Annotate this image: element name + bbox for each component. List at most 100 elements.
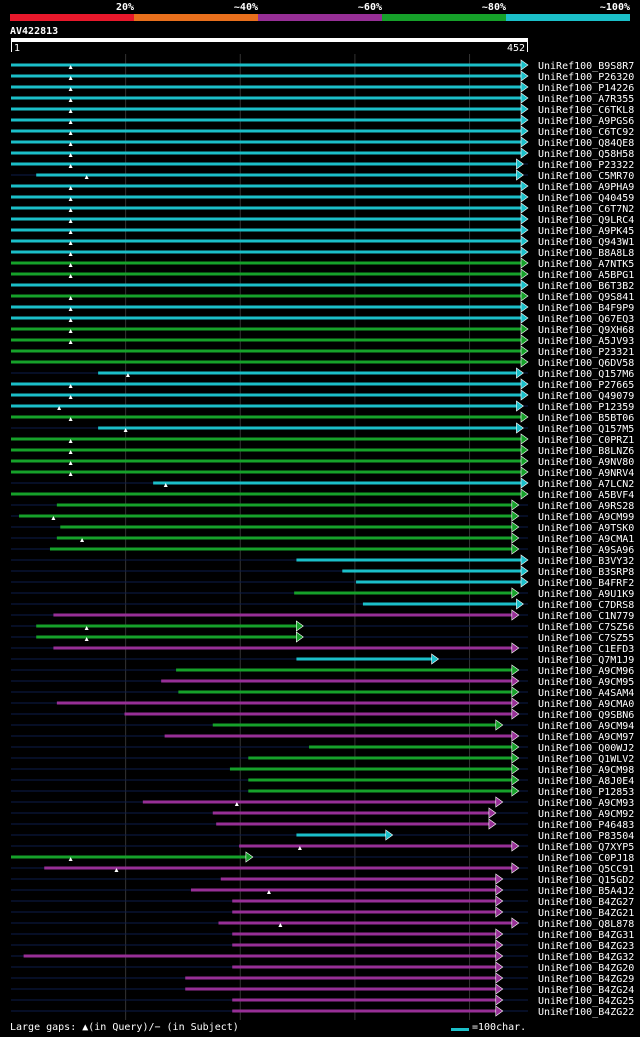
- hit-row[interactable]: UniRef100_B4ZG20: [11, 961, 634, 974]
- hit-row[interactable]: UniRef100_Q84QE8: [11, 136, 634, 149]
- hit-row[interactable]: UniRef100_B5BT06: [11, 411, 634, 424]
- hit-row[interactable]: UniRef100_B4ZG22: [11, 1005, 634, 1018]
- hit-label[interactable]: UniRef100_P23321: [538, 347, 634, 358]
- hit-row[interactable]: UniRef100_A5BVF4: [11, 488, 634, 501]
- hit-label[interactable]: UniRef100_A9CMA0: [538, 699, 634, 710]
- hit-label[interactable]: UniRef100_Q6DV58: [538, 358, 634, 369]
- hit-row[interactable]: UniRef100_B4ZG25: [11, 994, 634, 1007]
- hit-row[interactable]: UniRef100_Q49079: [11, 389, 634, 402]
- hit-label[interactable]: UniRef100_B4ZG31: [538, 930, 634, 941]
- hit-row[interactable]: UniRef100_Q67EQ3: [11, 312, 634, 325]
- hit-row[interactable]: UniRef100_Q157M6: [11, 367, 634, 380]
- hit-label[interactable]: UniRef100_Q40459: [538, 193, 634, 204]
- hit-label[interactable]: UniRef100_A5JV93: [538, 336, 634, 347]
- hit-label[interactable]: UniRef100_A9CM98: [538, 765, 634, 776]
- hit-row[interactable]: UniRef100_Q40459: [11, 191, 634, 204]
- hit-label[interactable]: UniRef100_B3VY32: [538, 556, 634, 567]
- hit-row[interactable]: UniRef100_A9CM93: [11, 796, 634, 809]
- hit-label[interactable]: UniRef100_A9PGS6: [538, 116, 634, 127]
- hit-label[interactable]: UniRef100_C0PJ18: [538, 853, 634, 864]
- hit-label[interactable]: UniRef100_A8J0E4: [538, 776, 634, 787]
- hit-label[interactable]: UniRef100_Q58H58: [538, 149, 634, 160]
- hit-row[interactable]: UniRef100_Q157M5: [11, 422, 634, 435]
- hit-label[interactable]: UniRef100_Q157M5: [538, 424, 634, 435]
- hit-row[interactable]: UniRef100_P12359: [11, 400, 634, 413]
- hit-row[interactable]: UniRef100_Q9S841: [11, 290, 634, 303]
- hit-row[interactable]: UniRef100_B8LNZ6: [11, 444, 634, 457]
- hit-row[interactable]: UniRef100_B3VY32: [11, 554, 634, 567]
- hit-row[interactable]: UniRef100_A5BPG1: [11, 268, 634, 281]
- hit-row[interactable]: UniRef100_B4ZG23: [11, 939, 634, 952]
- hit-label[interactable]: UniRef100_B9S8R7: [538, 61, 634, 72]
- hit-row[interactable]: UniRef100_B4ZG27: [11, 895, 634, 908]
- hit-row[interactable]: UniRef100_Q15GD2: [11, 873, 634, 886]
- hit-label[interactable]: UniRef100_P46483: [538, 820, 634, 831]
- hit-row[interactable]: UniRef100_A9CM96: [11, 664, 634, 677]
- hit-row[interactable]: UniRef100_A8J0E4: [11, 774, 634, 787]
- hit-label[interactable]: UniRef100_Q00WJ2: [538, 743, 634, 754]
- hit-row[interactable]: UniRef100_Q8L878: [11, 917, 634, 930]
- hit-label[interactable]: UniRef100_Q15GD2: [538, 875, 634, 886]
- hit-row[interactable]: UniRef100_Q7XYP5: [11, 840, 634, 853]
- hit-row[interactable]: UniRef100_Q943W1: [11, 235, 634, 248]
- hit-label[interactable]: UniRef100_B5BT06: [538, 413, 634, 424]
- hit-label[interactable]: UniRef100_A5BPG1: [538, 270, 634, 281]
- hit-row[interactable]: UniRef100_P26320: [11, 70, 634, 83]
- hit-label[interactable]: UniRef100_P27665: [538, 380, 634, 391]
- hit-label[interactable]: UniRef100_B4FRF2: [538, 578, 634, 589]
- hit-row[interactable]: UniRef100_A9CMA0: [11, 697, 634, 710]
- hit-row[interactable]: UniRef100_Q00WJ2: [11, 741, 634, 754]
- hit-row[interactable]: UniRef100_A9PK45: [11, 224, 634, 237]
- hit-label[interactable]: UniRef100_A9CMA1: [538, 534, 634, 545]
- hit-label[interactable]: UniRef100_C6T7N2: [538, 204, 634, 215]
- hit-row[interactable]: UniRef100_A9PGS6: [11, 114, 634, 127]
- hit-label[interactable]: UniRef100_A9CM96: [538, 666, 634, 677]
- hit-label[interactable]: UniRef100_A9CM97: [538, 732, 634, 743]
- hit-row[interactable]: UniRef100_C7DRS8: [11, 598, 634, 611]
- hit-label[interactable]: UniRef100_C1N779: [538, 611, 634, 622]
- hit-label[interactable]: UniRef100_P14226: [538, 83, 634, 94]
- hit-label[interactable]: UniRef100_C7SZ56: [538, 622, 634, 633]
- hit-row[interactable]: UniRef100_A7NTK5: [11, 257, 634, 270]
- hit-row[interactable]: UniRef100_B4ZG32: [11, 950, 634, 963]
- hit-label[interactable]: UniRef100_A7NTK5: [538, 259, 634, 270]
- hit-label[interactable]: UniRef100_Q9SBN6: [538, 710, 634, 721]
- hit-row[interactable]: UniRef100_C0PJ18: [11, 851, 634, 864]
- hit-label[interactable]: UniRef100_P26320: [538, 72, 634, 83]
- hit-label[interactable]: UniRef100_B8A8L8: [538, 248, 634, 259]
- hit-row[interactable]: UniRef100_A9CM94: [11, 719, 634, 732]
- hit-row[interactable]: UniRef100_C1N779: [11, 609, 634, 622]
- hit-label[interactable]: UniRef100_P23322: [538, 160, 634, 171]
- hit-row[interactable]: UniRef100_B9S8R7: [11, 59, 634, 72]
- hit-row[interactable]: UniRef100_B5A4J2: [11, 884, 634, 897]
- hit-label[interactable]: UniRef100_C1EFD3: [538, 644, 634, 655]
- hit-label[interactable]: UniRef100_A7LCN2: [538, 479, 634, 490]
- hit-row[interactable]: UniRef100_A7LCN2: [11, 477, 634, 490]
- hit-row[interactable]: UniRef100_C0PRZ1: [11, 433, 634, 446]
- hit-row[interactable]: UniRef100_P27665: [11, 378, 634, 391]
- hit-label[interactable]: UniRef100_Q67EQ3: [538, 314, 634, 325]
- hit-row[interactable]: UniRef100_C6T7N2: [11, 202, 634, 215]
- hit-row[interactable]: UniRef100_A9TSK0: [11, 521, 634, 534]
- hit-row[interactable]: UniRef100_C6TKL8: [11, 103, 634, 116]
- hit-label[interactable]: UniRef100_Q8L878: [538, 919, 634, 930]
- hit-row[interactable]: UniRef100_A9CM98: [11, 763, 634, 776]
- hit-label[interactable]: UniRef100_Q84QE8: [538, 138, 634, 149]
- hit-row[interactable]: UniRef100_A9RS28: [11, 499, 634, 512]
- hit-row[interactable]: UniRef100_B4F9P9: [11, 301, 634, 314]
- hit-row[interactable]: UniRef100_A5JV93: [11, 334, 634, 347]
- hit-label[interactable]: UniRef100_Q9S841: [538, 292, 634, 303]
- hit-row[interactable]: UniRef100_A9U1K9: [11, 587, 634, 600]
- hit-label[interactable]: UniRef100_B4ZG23: [538, 941, 634, 952]
- hit-row[interactable]: UniRef100_A9CM95: [11, 675, 634, 688]
- hit-label[interactable]: UniRef100_A9RS28: [538, 501, 634, 512]
- hit-label[interactable]: UniRef100_C7SZ55: [538, 633, 634, 644]
- hit-label[interactable]: UniRef100_C6TC92: [538, 127, 634, 138]
- hit-label[interactable]: UniRef100_C7DRS8: [538, 600, 634, 611]
- hit-row[interactable]: UniRef100_P46483: [11, 818, 634, 831]
- hit-label[interactable]: UniRef100_B5A4J2: [538, 886, 634, 897]
- hit-row[interactable]: UniRef100_Q9XH68: [11, 323, 634, 336]
- hit-row[interactable]: UniRef100_P83504: [11, 829, 634, 842]
- hit-label[interactable]: UniRef100_B4ZG21: [538, 908, 634, 919]
- hit-row[interactable]: UniRef100_P23322: [11, 158, 634, 171]
